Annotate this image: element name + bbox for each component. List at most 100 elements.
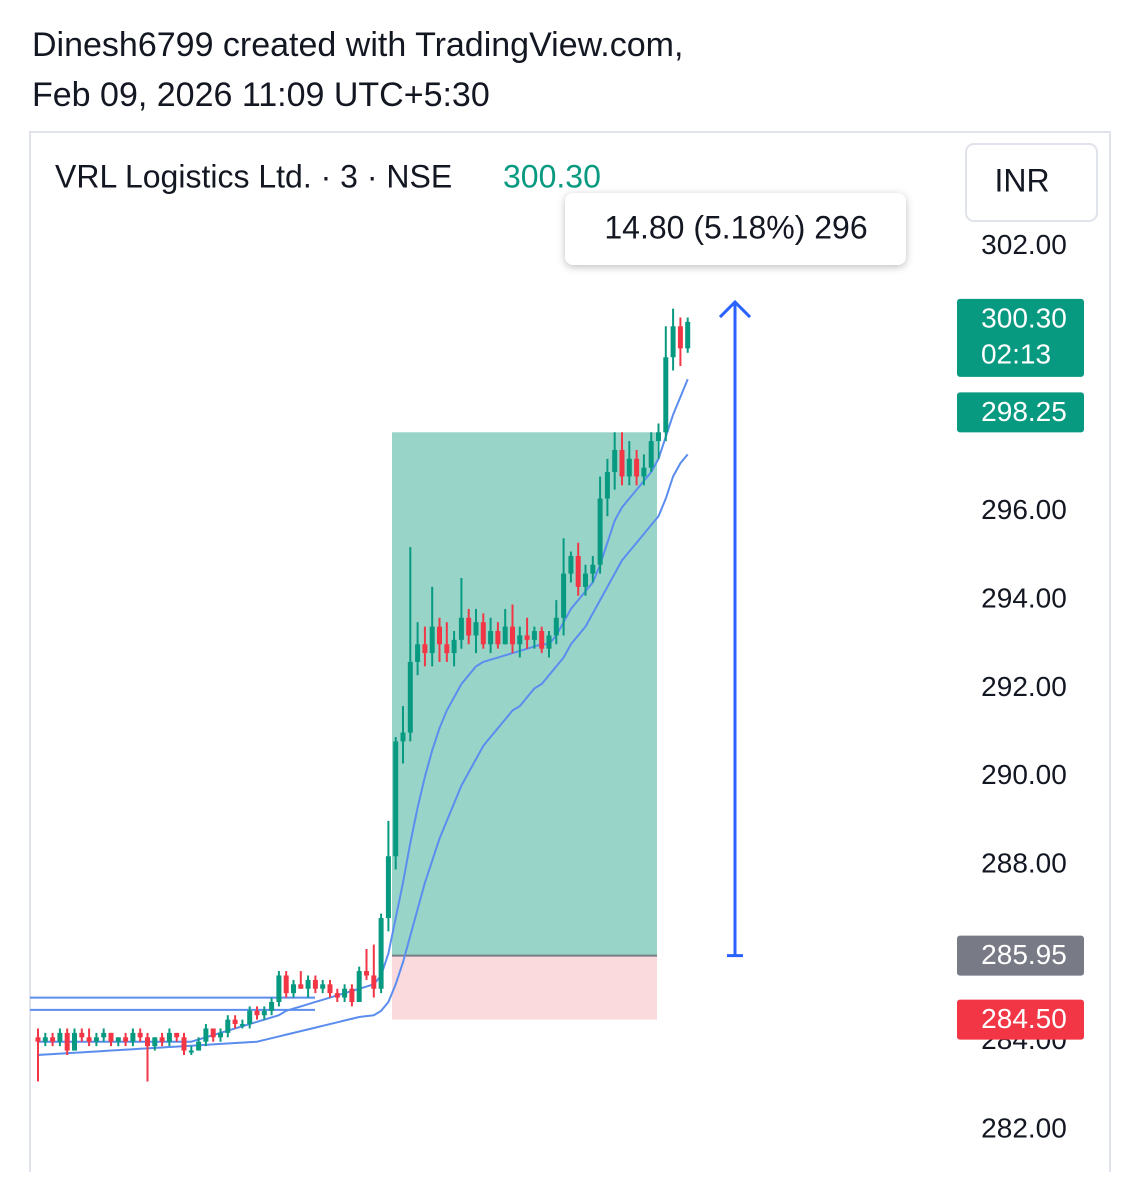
measure-tooltip	[565, 193, 906, 265]
measure-label: 14.80 (5.18%) 296	[604, 209, 867, 245]
candle-body	[583, 573, 588, 587]
candle-body	[663, 357, 669, 433]
currency[interactable]: INR	[994, 162, 1049, 198]
candle-body	[510, 626, 515, 645]
candle-body	[152, 1037, 158, 1047]
candle-body	[656, 432, 661, 442]
candle-body	[93, 1037, 99, 1042]
candle-body	[349, 988, 355, 1002]
candle-body	[79, 1032, 85, 1038]
candle-body	[283, 975, 289, 994]
candle-body	[648, 441, 654, 468]
candle-body	[123, 1037, 129, 1042]
candle-body	[166, 1032, 172, 1042]
header-line: Dinesh6799 created with TradingView.com,	[32, 26, 683, 64]
candle-body	[495, 631, 501, 645]
y-tick-label: 294.00	[981, 583, 1067, 614]
candle-body	[466, 617, 472, 636]
price-label: 284.50	[981, 1003, 1067, 1034]
y-tick-label: 296.00	[981, 494, 1067, 525]
candle-body	[393, 741, 399, 857]
candle-body	[458, 617, 464, 640]
price-label-box	[957, 935, 1084, 976]
candle-body	[291, 984, 296, 994]
candle-body	[546, 635, 552, 649]
candle-body	[590, 564, 596, 574]
candle-body	[218, 1032, 223, 1038]
candle-body	[429, 626, 435, 654]
candle-body	[685, 321, 691, 349]
candle-body	[72, 1032, 77, 1051]
candle-body	[101, 1032, 107, 1038]
symbol: VRL Logistics Ltd. · 3 · NSE	[55, 158, 452, 194]
candle-body	[539, 631, 545, 649]
candle-body	[385, 856, 391, 919]
candle-body	[254, 1010, 260, 1016]
candle-body	[422, 644, 428, 654]
candle-body	[130, 1032, 136, 1042]
candle-body	[634, 458, 640, 477]
candle-body	[531, 631, 537, 640]
candle-body	[451, 639, 457, 654]
candle-body	[597, 498, 603, 565]
profit-zone	[392, 432, 657, 956]
candle-body	[444, 644, 450, 654]
price-label-box	[957, 392, 1084, 433]
y-tick-label: 290.00	[981, 759, 1067, 790]
candle-body	[269, 1001, 275, 1011]
candle-body	[488, 631, 494, 645]
candle-body	[473, 622, 479, 636]
candle-body	[232, 1019, 238, 1025]
candle-body	[407, 661, 413, 733]
header-line: Feb 09, 2026 11:09 UTC+5:30	[32, 76, 490, 114]
candle-body	[203, 1028, 209, 1042]
candle-body	[553, 617, 559, 636]
candle-body	[568, 555, 574, 574]
candle-body	[239, 1024, 245, 1027]
plot: 302.00 296.00 294.00 292.00 290.00 288.00 284.…	[30, 193, 1084, 1143]
candle-body	[334, 993, 340, 998]
measure-arrowhead	[718, 299, 752, 319]
candle-body	[641, 467, 647, 477]
price-label: 285.95	[981, 939, 1067, 970]
candle-body	[276, 975, 282, 1002]
candle-body	[312, 979, 318, 989]
candle-body	[108, 1032, 114, 1042]
candle-body	[604, 472, 610, 499]
candle-body	[612, 449, 618, 473]
candle-body	[378, 918, 384, 989]
candle-body	[57, 1032, 63, 1042]
candle-body	[159, 1037, 165, 1042]
candle-body	[225, 1019, 231, 1033]
y-tick-label: 282.00	[981, 1112, 1067, 1143]
candle-body	[524, 635, 530, 640]
price-label-countdown: 02:13	[981, 338, 1051, 369]
candle-body	[626, 458, 632, 477]
candle-body	[42, 1037, 48, 1042]
candle-body	[327, 984, 333, 994]
candle-body	[342, 988, 348, 998]
candle-body	[261, 1010, 267, 1016]
candle-body	[181, 1037, 187, 1051]
candle-body	[247, 1010, 253, 1025]
candle-body	[298, 984, 304, 989]
currency-button[interactable]	[965, 143, 1098, 222]
candle-body	[415, 644, 421, 662]
candle-body	[670, 326, 676, 358]
candle-body	[305, 979, 311, 989]
y-tick-label: 288.00	[981, 847, 1067, 878]
candle-body	[320, 984, 326, 989]
price-label: 300.30	[981, 302, 1067, 333]
candle-body	[561, 573, 567, 618]
candle-body	[64, 1032, 70, 1051]
price-label-box	[957, 999, 1084, 1040]
candle-body	[174, 1032, 180, 1038]
candle-body	[196, 1041, 202, 1051]
candle-body	[575, 555, 581, 587]
y-tick-label: 302.00	[981, 229, 1067, 260]
price-label: 298.25	[981, 396, 1067, 427]
candle-body	[86, 1037, 92, 1042]
candle-body	[50, 1037, 56, 1042]
candle-body	[137, 1032, 143, 1038]
